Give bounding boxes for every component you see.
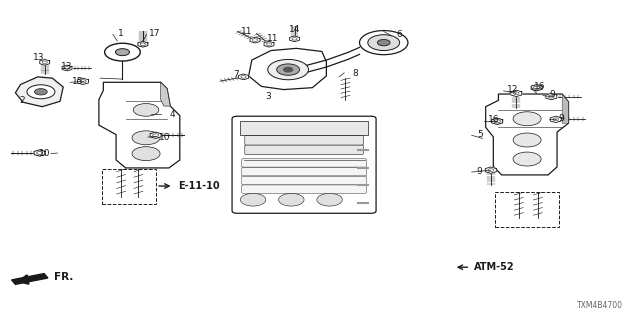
Text: 13: 13	[61, 62, 72, 71]
Circle shape	[27, 85, 55, 99]
Circle shape	[360, 31, 408, 55]
Polygon shape	[77, 78, 88, 84]
Circle shape	[132, 131, 160, 145]
Text: 11: 11	[241, 27, 252, 36]
FancyBboxPatch shape	[245, 126, 364, 135]
Circle shape	[241, 193, 266, 206]
Polygon shape	[34, 150, 45, 156]
Text: 11: 11	[266, 34, 278, 43]
Polygon shape	[485, 167, 496, 173]
Circle shape	[284, 68, 292, 72]
Text: 5: 5	[477, 130, 483, 139]
Polygon shape	[161, 82, 170, 106]
Polygon shape	[492, 118, 502, 124]
Polygon shape	[264, 41, 274, 47]
Text: E-11-10: E-11-10	[179, 181, 220, 191]
Text: ATM-52: ATM-52	[474, 262, 515, 272]
Circle shape	[133, 104, 159, 116]
Circle shape	[132, 147, 160, 161]
Circle shape	[115, 49, 129, 56]
Text: 3: 3	[265, 92, 271, 101]
Bar	[102, 169, 156, 204]
Polygon shape	[550, 116, 561, 123]
Text: FR.: FR.	[54, 272, 73, 282]
Text: 9: 9	[550, 90, 556, 99]
Text: 10: 10	[159, 133, 171, 142]
Polygon shape	[289, 36, 300, 42]
Polygon shape	[138, 41, 148, 47]
Text: 7: 7	[233, 70, 239, 79]
Text: TXM4B4700: TXM4B4700	[577, 301, 623, 310]
Circle shape	[268, 60, 308, 80]
Circle shape	[278, 193, 304, 206]
Text: 12: 12	[507, 85, 518, 94]
Bar	[241, 121, 368, 135]
FancyBboxPatch shape	[242, 167, 367, 176]
Text: 4: 4	[170, 109, 175, 118]
FancyBboxPatch shape	[242, 159, 367, 167]
Text: 13: 13	[33, 53, 44, 62]
Polygon shape	[531, 84, 542, 91]
Text: 16: 16	[534, 82, 545, 91]
Polygon shape	[296, 47, 360, 74]
Polygon shape	[12, 274, 48, 284]
Text: 10: 10	[39, 149, 51, 158]
Circle shape	[513, 112, 541, 126]
FancyBboxPatch shape	[242, 185, 367, 193]
Circle shape	[317, 193, 342, 206]
Polygon shape	[248, 48, 326, 90]
Polygon shape	[150, 132, 161, 139]
Polygon shape	[15, 77, 63, 107]
Polygon shape	[250, 37, 260, 43]
Polygon shape	[239, 74, 248, 80]
Circle shape	[104, 43, 140, 61]
Text: 6: 6	[397, 30, 403, 39]
Circle shape	[276, 64, 300, 75]
Circle shape	[378, 39, 390, 46]
Polygon shape	[546, 93, 557, 100]
FancyBboxPatch shape	[232, 116, 376, 213]
Polygon shape	[40, 60, 50, 65]
FancyBboxPatch shape	[242, 176, 367, 185]
Text: 8: 8	[352, 69, 358, 78]
Text: 16: 16	[488, 115, 499, 124]
Text: 2: 2	[19, 96, 24, 105]
Circle shape	[513, 152, 541, 166]
Circle shape	[513, 133, 541, 147]
Text: 17: 17	[148, 29, 160, 38]
FancyBboxPatch shape	[245, 145, 364, 155]
Text: 15: 15	[72, 77, 84, 86]
Polygon shape	[486, 94, 568, 175]
Text: 9: 9	[558, 114, 564, 123]
Text: 1: 1	[118, 28, 124, 38]
Polygon shape	[562, 94, 568, 123]
FancyBboxPatch shape	[245, 135, 364, 145]
Polygon shape	[511, 90, 522, 97]
Text: 14: 14	[289, 25, 300, 35]
Polygon shape	[62, 65, 72, 71]
Bar	[495, 192, 559, 227]
Circle shape	[35, 89, 47, 95]
Polygon shape	[99, 82, 180, 168]
Circle shape	[368, 35, 399, 51]
Text: 9: 9	[476, 167, 482, 176]
